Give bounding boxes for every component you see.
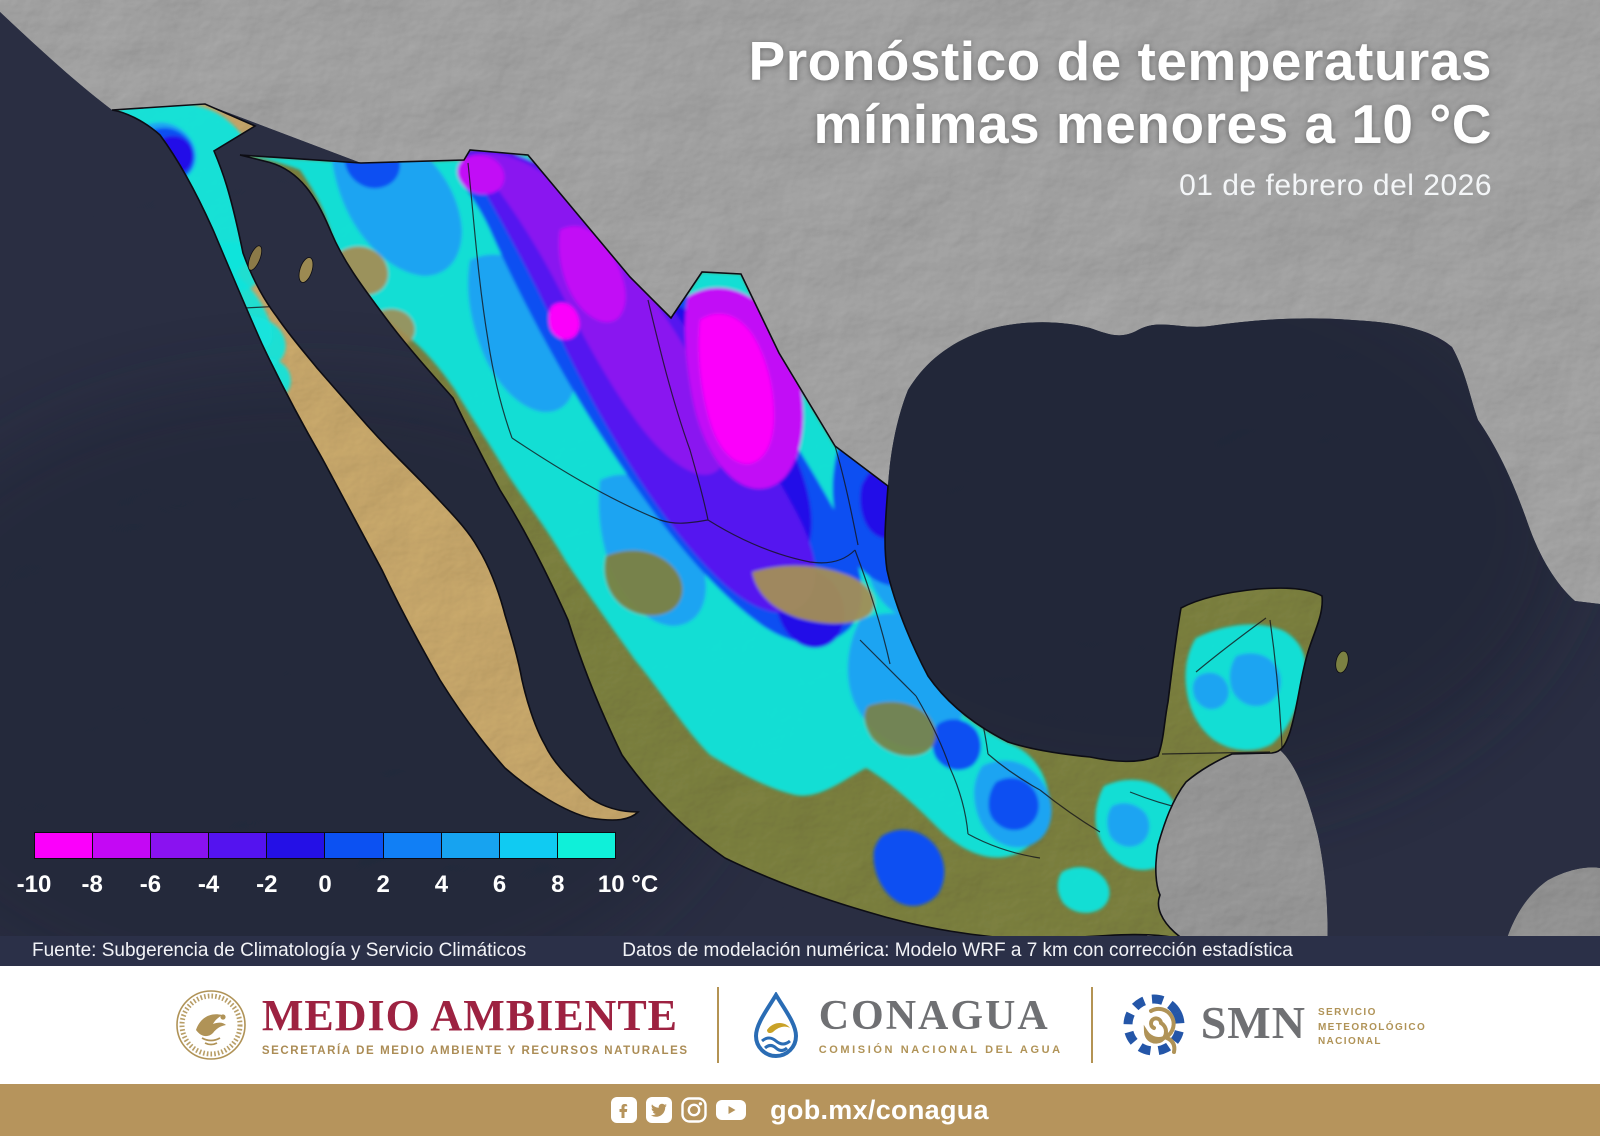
legend-tick-label: 4	[434, 871, 449, 898]
forecast-date: 01 de febrero del 2026	[1179, 169, 1492, 203]
legend-tick-label: 2	[376, 871, 390, 898]
legend-tick-label: 10 °C	[597, 871, 659, 898]
medio-ambiente-logo: MEDIO AMBIENTE SECRETARÍA DE MEDIO AMBIE…	[174, 988, 689, 1062]
legend-tick-label: -6	[139, 871, 162, 898]
legend-cell	[151, 833, 210, 858]
instagram-icon	[681, 1097, 707, 1123]
legend-tick-label: -10	[16, 871, 52, 898]
temperature-legend: -10 -8 -6 -4 -2 0 2 4 6 8 10 °C	[17, 832, 659, 901]
mexico-eagle-seal-icon	[176, 990, 246, 1060]
youtube-icon	[716, 1100, 747, 1120]
central-america-landmass	[1146, 750, 1328, 966]
legend-cell	[557, 833, 615, 858]
legend-cell	[383, 833, 442, 858]
legend-cell	[209, 833, 268, 858]
legend-tick-label: -8	[81, 871, 103, 898]
social-icons	[611, 1097, 747, 1123]
legend-ticks: -10 -8 -6 -4 -2 0 2 4 6 8 10 °C	[17, 871, 659, 901]
smn-title: SMN	[1200, 997, 1306, 1049]
gulf-of-mexico-deep-water	[720, 220, 1580, 820]
twitter-icon	[646, 1097, 673, 1123]
legend-swatches	[34, 832, 616, 859]
legend-cell	[441, 833, 500, 858]
islands	[247, 245, 1349, 674]
footer-divider	[716, 987, 719, 1063]
conagua-logo: CONAGUA COMISIÓN NACIONAL DEL AGUA	[747, 992, 1063, 1058]
gold-bottom-bar: gob.mx/conagua	[0, 1084, 1600, 1136]
medio-ambiente-subtitle: SECRETARÍA DE MEDIO AMBIENTE Y RECURSOS …	[261, 1044, 689, 1057]
meteorology-spiral-icon	[1123, 994, 1185, 1056]
us-landmass	[0, 0, 1600, 604]
title-block: Pronóstico de temperaturas mínimas menor…	[749, 30, 1492, 203]
medio-ambiente-title: MEDIO AMBIENTE	[261, 990, 679, 1040]
title-line-2: mínimas menores a 10 °C	[813, 92, 1492, 155]
legend-tick-label: -2	[256, 871, 278, 898]
smn-subtitle: SERVICIO METEOROLÓGICO NACIONAL	[1317, 1007, 1427, 1048]
legend-cell	[267, 833, 326, 858]
legend-cell	[35, 833, 94, 858]
mexico-temperature-map	[0, 0, 1600, 966]
source-text: Fuente: Subgerencia de Climatología y Se…	[32, 940, 527, 961]
legend-tick-label: -4	[197, 871, 220, 898]
facebook-icon	[611, 1097, 638, 1123]
legend-cell	[499, 833, 558, 858]
water-drop-eagle-icon	[753, 992, 798, 1058]
conagua-title: CONAGUA	[818, 992, 1050, 1039]
legend-tick-label: 0	[318, 871, 332, 898]
legend-cell	[325, 833, 384, 858]
footer-divider	[1090, 987, 1093, 1063]
legend-cell	[93, 833, 152, 858]
title-line-1: Pronóstico de temperaturas	[748, 30, 1492, 92]
model-text: Datos de modelación numérica: Modelo WRF…	[622, 940, 1293, 961]
conagua-subtitle: COMISIÓN NACIONAL DEL AGUA	[818, 1043, 1063, 1056]
footer: MEDIO AMBIENTE SECRETARÍA DE MEDIO AMBIE…	[0, 966, 1600, 1084]
legend-tick-label: 8	[551, 871, 565, 898]
gob-mx-url: gob.mx/conagua	[770, 1094, 989, 1125]
legend-tick-label: 6	[492, 871, 507, 898]
source-bar: Fuente: Subgerencia de Climatología y Se…	[0, 936, 1600, 966]
smn-logo: SMN SERVICIO METEOROLÓGICO NACIONAL	[1121, 992, 1426, 1058]
